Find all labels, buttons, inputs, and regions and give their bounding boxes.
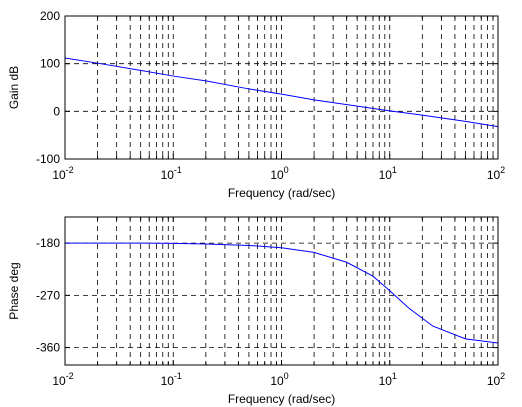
gain-plot: -100 0 100 200 10-2 10-1 100 101 102 Frequency (r… xyxy=(7,9,505,200)
x-tick-label: 101 xyxy=(379,371,397,388)
x-tick-label: 101 xyxy=(379,165,397,182)
x-tick-label: 102 xyxy=(487,165,505,182)
response-curve xyxy=(64,57,499,128)
x-tick-label: 100 xyxy=(270,165,288,182)
y-tick-label: -180 xyxy=(36,236,60,250)
y-tick-label: 0 xyxy=(53,104,60,118)
plot-border xyxy=(64,15,499,160)
y-axis-label: Phase deg xyxy=(7,262,21,319)
y-tick-label: 100 xyxy=(40,57,60,71)
plot-border xyxy=(64,216,499,366)
x-tick-label: 102 xyxy=(487,371,505,388)
y-tick-label: -100 xyxy=(36,152,60,166)
phase-plot: -180 -270 -360 10-2 10-1 100 101 102 Frequency (… xyxy=(7,216,505,406)
x-tick-label: 10-2 xyxy=(52,165,73,182)
y-tick-label: 200 xyxy=(40,9,60,23)
y-axis-label: Gain dB xyxy=(7,66,21,109)
y-tick-label: -270 xyxy=(36,288,60,302)
x-tick-label: 100 xyxy=(270,371,288,388)
x-axis-label: Frequency (rad/sec) xyxy=(228,186,335,200)
grid-lines xyxy=(65,15,499,160)
x-axis-label: Frequency (rad/sec) xyxy=(228,392,335,406)
x-tick-label: 10-1 xyxy=(161,371,182,388)
x-tick-label: 10-1 xyxy=(161,165,182,182)
response-curve xyxy=(65,242,499,344)
x-tick-label: 10-2 xyxy=(52,371,73,388)
y-tick-label: -360 xyxy=(36,341,60,355)
